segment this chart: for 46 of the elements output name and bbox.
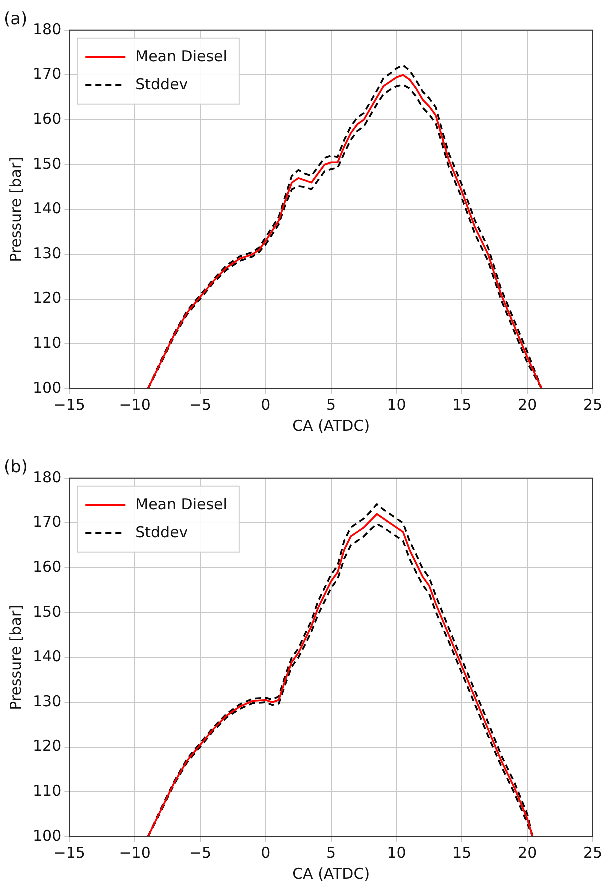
x-tick-label: 5 — [326, 396, 336, 414]
x-tick-label: 20 — [518, 396, 538, 414]
x-tick-label: −10 — [119, 844, 151, 862]
x-tick-label: −5 — [189, 396, 212, 414]
y-tick-label: 110 — [32, 782, 62, 800]
y-tick-label: 110 — [32, 334, 62, 352]
y-tick-label: 170 — [32, 65, 62, 84]
x-tick-label: 20 — [518, 844, 538, 862]
y-tick-label: 130 — [32, 244, 62, 262]
y-axis-title: Pressure [bar] — [6, 604, 25, 710]
y-tick-label: 100 — [32, 826, 62, 845]
chart-title: (a) — [4, 10, 28, 30]
legend-label: Stddev — [136, 75, 188, 94]
chart-title: (b) — [4, 458, 28, 478]
x-tick-label: −10 — [119, 396, 151, 414]
y-tick-label: 120 — [32, 289, 62, 308]
legend-label: Mean Diesel — [136, 47, 228, 66]
y-tick-label: 160 — [32, 558, 62, 576]
x-tick-label: 0 — [261, 844, 271, 862]
y-tick-label: 180 — [32, 468, 62, 486]
y-tick-label: 100 — [32, 378, 62, 397]
x-tick-label: 5 — [326, 844, 336, 862]
y-tick-label: 180 — [32, 20, 62, 38]
x-tick-label: −15 — [54, 844, 86, 862]
y-tick-label: 150 — [32, 154, 62, 173]
x-tick-label: 0 — [261, 396, 271, 414]
x-tick-label: 25 — [583, 844, 603, 862]
x-axis-title: CA (ATDC) — [292, 864, 370, 883]
y-tick-label: 140 — [32, 648, 62, 666]
y-tick-label: 150 — [32, 602, 62, 621]
x-tick-label: −5 — [189, 844, 212, 862]
x-tick-label: 15 — [452, 844, 472, 862]
y-tick-label: 170 — [32, 513, 62, 532]
y-tick-label: 140 — [32, 200, 62, 218]
x-tick-label: 10 — [387, 396, 406, 414]
x-tick-label: −15 — [54, 396, 86, 414]
y-tick-label: 160 — [32, 110, 62, 128]
y-tick-label: 120 — [32, 737, 62, 756]
y-axis-title: Pressure [bar] — [6, 156, 25, 262]
y-tick-label: 130 — [32, 692, 62, 710]
x-axis-title: CA (ATDC) — [292, 416, 370, 435]
legend-label: Mean Diesel — [136, 495, 228, 514]
x-tick-label: 15 — [452, 396, 472, 414]
x-tick-label: 10 — [387, 844, 406, 862]
x-tick-label: 25 — [583, 396, 603, 414]
legend-label: Stddev — [136, 523, 188, 542]
